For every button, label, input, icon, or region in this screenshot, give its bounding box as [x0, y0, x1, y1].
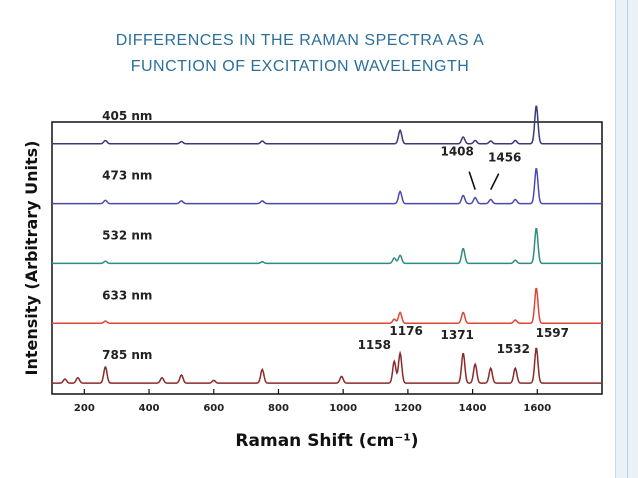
series-label-473-nm: 473 nm [102, 169, 152, 183]
x-tick-label: 200 [74, 403, 95, 414]
series-line-405-nm [52, 105, 602, 145]
peak-annotation-1408: 1408 [440, 145, 473, 159]
slide-title-line-2: FUNCTION OF EXCITATION WAVELENGTH [130, 58, 470, 75]
x-tick-label: 1000 [329, 403, 357, 414]
slide-right-border [615, 0, 638, 478]
y-axis-label: Intensity (Arbitrary Units) [22, 141, 41, 376]
peak-annotation-1371: 1371 [441, 328, 474, 342]
series-label-405-nm: 405 nm [102, 109, 152, 123]
x-tick-label: 1400 [459, 403, 487, 414]
slide-title-line-1: DIFFERENCES IN THE RAMAN SPECTRA AS A [115, 32, 485, 49]
peak-pointer-1408 [468, 171, 476, 190]
x-axis-label: Raman Shift (cm⁻¹) [235, 431, 418, 451]
peak-pointer-1456 [489, 173, 500, 190]
series-label-785-nm: 785 nm [102, 348, 152, 362]
peak-annotation-1176: 1176 [389, 324, 422, 338]
series-label-532-nm: 532 nm [102, 228, 152, 242]
series-line-532-nm [52, 228, 602, 265]
peak-annotation-1158: 1158 [358, 338, 391, 352]
series-line-473-nm [52, 168, 602, 205]
series-line-785-nm [52, 347, 602, 384]
series-layer [52, 105, 602, 384]
x-tick-label: 1600 [523, 403, 551, 414]
series-labels: 405 nm 473 nm 532 nm 633 nm 785 nm [102, 109, 152, 362]
peak-annotation-1597: 1597 [536, 326, 569, 340]
x-axis-ticks: 200 400 600 800 1000 1200 1400 1600 [74, 389, 551, 414]
x-tick-label: 1200 [394, 403, 422, 414]
x-tick-label: 600 [203, 403, 224, 414]
series-line-633-nm [52, 287, 602, 325]
series-label-633-nm: 633 nm [102, 288, 152, 302]
peak-annotation-1532: 1532 [497, 342, 530, 356]
plot-frame [51, 121, 603, 395]
slide-right-line [627, 0, 628, 478]
slide-title: DIFFERENCES IN THE RAMAN SPECTRA AS A FU… [0, 28, 600, 80]
peak-annotation-1456: 1456 [488, 151, 521, 165]
x-tick-label: 400 [139, 403, 160, 414]
x-tick-label: 800 [268, 403, 289, 414]
